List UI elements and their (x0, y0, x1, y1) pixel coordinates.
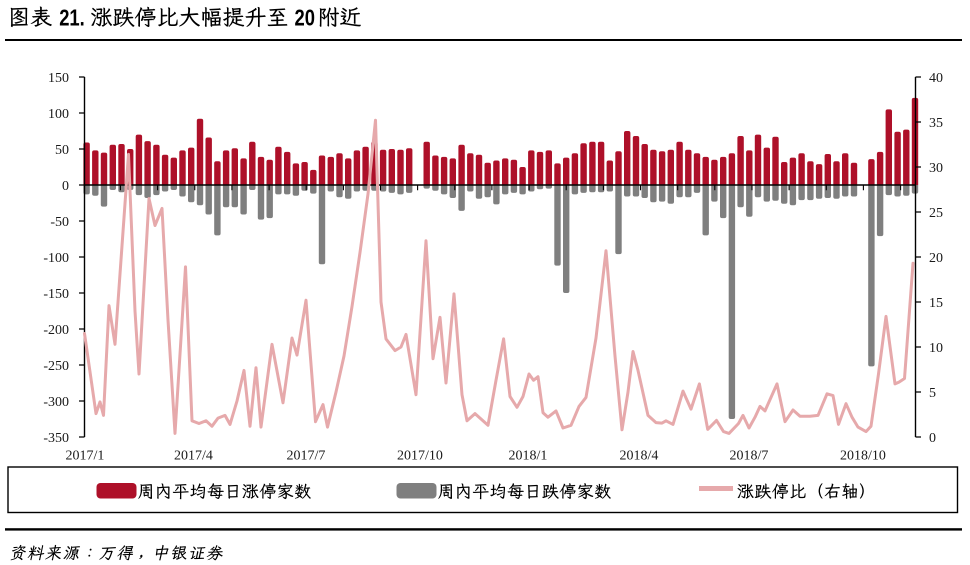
svg-text:2017/1: 2017/1 (66, 449, 105, 464)
svg-text:20: 20 (295, 6, 315, 31)
svg-text:-150: -150 (43, 287, 69, 302)
svg-text:150: 150 (48, 71, 69, 86)
svg-text:2018/1: 2018/1 (509, 449, 548, 464)
svg-text:2017/4: 2017/4 (174, 449, 213, 464)
svg-text:20: 20 (929, 251, 943, 266)
svg-text:-350: -350 (43, 431, 69, 446)
svg-text:15: 15 (929, 296, 943, 311)
svg-text:21.: 21. (59, 6, 85, 31)
svg-text:-100: -100 (43, 251, 69, 266)
svg-text:2017/7: 2017/7 (287, 449, 326, 464)
svg-text:-250: -250 (43, 359, 69, 374)
svg-text:2018/10: 2018/10 (840, 449, 886, 464)
svg-text:0: 0 (62, 179, 69, 194)
svg-text:5: 5 (929, 386, 936, 401)
svg-text:-200: -200 (43, 323, 69, 338)
svg-text:10: 10 (929, 341, 943, 356)
svg-text:2018/7: 2018/7 (730, 449, 769, 464)
svg-text:25: 25 (929, 206, 943, 221)
svg-text:30: 30 (929, 161, 943, 176)
svg-text:-50: -50 (50, 215, 69, 230)
svg-text:-300: -300 (43, 395, 69, 410)
svg-text:50: 50 (55, 143, 69, 158)
svg-text:100: 100 (48, 107, 69, 122)
svg-text:40: 40 (929, 71, 943, 86)
svg-text:2018/4: 2018/4 (620, 449, 659, 464)
svg-text:2017/10: 2017/10 (397, 449, 443, 464)
svg-text:0: 0 (929, 431, 936, 446)
svg-text:35: 35 (929, 116, 943, 131)
